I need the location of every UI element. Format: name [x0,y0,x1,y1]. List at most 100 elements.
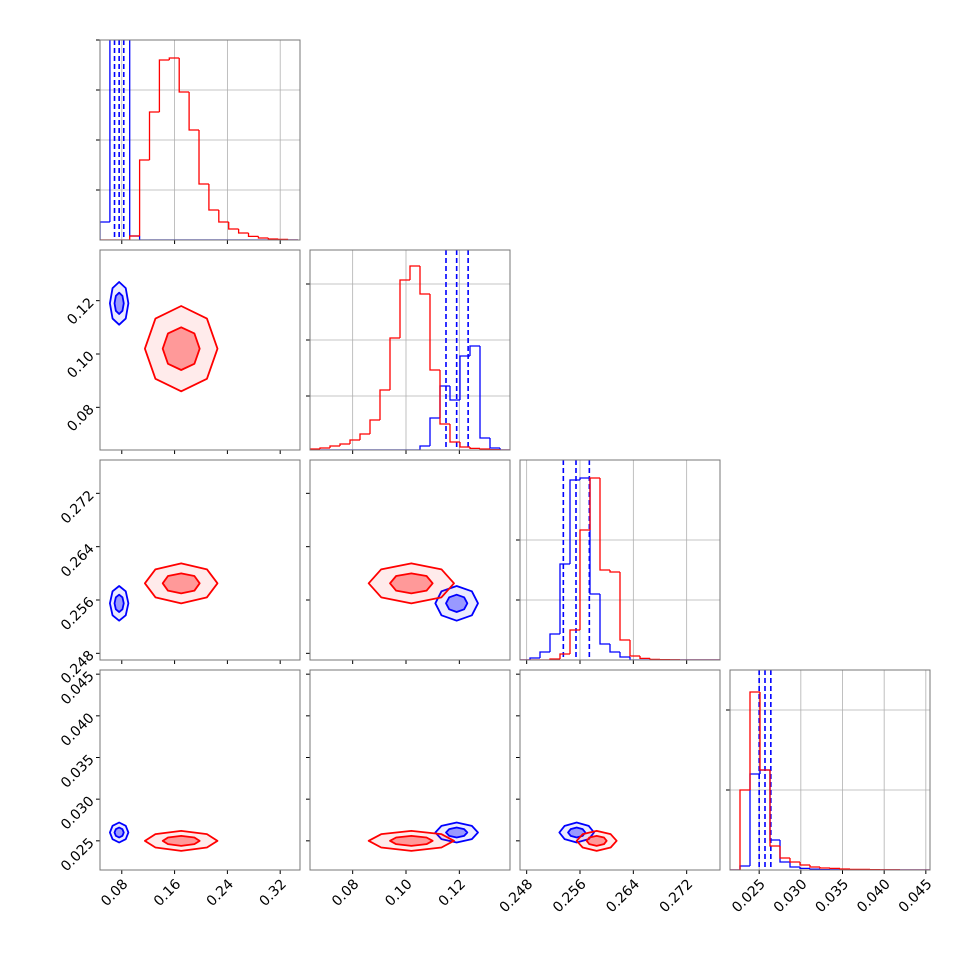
hist-step [100,221,110,240]
contour [558,821,595,844]
y-tick-label: 0.035 [58,752,98,792]
panel-frame [99,39,301,241]
panel-frame [309,669,511,871]
panel-frame [99,669,301,871]
hist-step [819,867,830,869]
hist-step [319,447,330,449]
contour [445,593,469,613]
hist-step [589,477,600,530]
contour [161,834,201,847]
panel-frame [729,669,931,871]
x-tick-label: 0.08 [98,876,131,909]
x-tick-label: 0.035 [812,876,852,916]
hist-step [569,479,580,564]
hist-step [158,59,170,112]
hist-step [439,385,450,418]
hist-step [310,448,320,450]
hist-step [599,478,610,571]
panel-frame [99,459,301,661]
hist-step [459,355,470,400]
hist-step [168,57,180,60]
x-tick-label: 0.040 [854,876,894,916]
y-tick-label: 0.12 [64,295,97,328]
hist-step [178,58,190,93]
hist-step [257,236,269,239]
x-tick-label: 0.32 [256,876,289,909]
contour [434,585,479,622]
hist-step [639,656,650,660]
contour [109,585,130,622]
contours [109,821,219,852]
hist-step [629,657,640,660]
x-tick-label: 0.12 [436,876,469,909]
hist-step [188,92,200,131]
hist-step [449,424,460,443]
hist-step [237,229,249,234]
contour [113,826,125,839]
hist-step [529,657,540,660]
contour [389,834,434,847]
hist-step [789,858,800,863]
hist-step [839,868,850,870]
x-tick-label: 0.045 [896,876,936,916]
panel-frame [309,459,511,661]
panel-frame [519,459,721,661]
contour [143,562,219,605]
hist-step [429,417,440,446]
contour [161,326,201,371]
y-tick-label: 0.10 [64,348,97,381]
contour [445,826,469,839]
contours [558,821,618,852]
hist-step [129,235,140,240]
hist-step [208,184,219,211]
hist-step [739,865,750,870]
x-tick-label: 0.256 [550,876,590,916]
x-tick-label: 0.264 [603,876,643,916]
y-tick-label: 0.256 [58,594,98,634]
hist-step [789,862,800,868]
hist-step [619,652,630,658]
histogram [730,670,930,870]
hist-step [479,346,490,439]
hist-step [559,563,570,634]
hist-step [799,867,810,870]
hist-step [138,159,150,236]
hist-step [739,789,750,870]
y-tick-label: 0.08 [64,402,97,435]
hist-step [779,840,790,863]
y-tick-label: 0.025 [58,835,98,875]
hist-step [379,389,390,420]
hist-step [409,265,420,280]
x-tick-label: 0.248 [497,876,537,916]
hist-step [769,770,780,847]
panel-frame [99,249,301,451]
panel-frame [309,249,511,451]
hist-step [329,445,340,448]
hist-step [799,862,810,866]
contour [143,829,219,852]
hist-step [759,692,770,771]
hist-step [599,594,610,645]
histogram [520,460,720,660]
hist-step [419,266,430,295]
hist-step [339,443,350,446]
contours [109,281,219,393]
hist-step [429,294,440,371]
contour [585,834,608,847]
hist-step [439,370,450,425]
hist-step [769,770,780,841]
contour [575,829,618,852]
hist-step [369,419,380,434]
hist-step [148,111,160,160]
hist-step [218,210,229,223]
hist-step [539,651,550,658]
contour [367,562,455,605]
hist-step [499,448,510,450]
histogram [310,250,510,450]
hist-step [749,691,760,790]
hist-step [359,433,370,440]
hist-step [809,865,820,868]
contour [161,572,201,595]
y-tick-label: 0.030 [58,794,98,834]
hist-step [469,345,480,356]
